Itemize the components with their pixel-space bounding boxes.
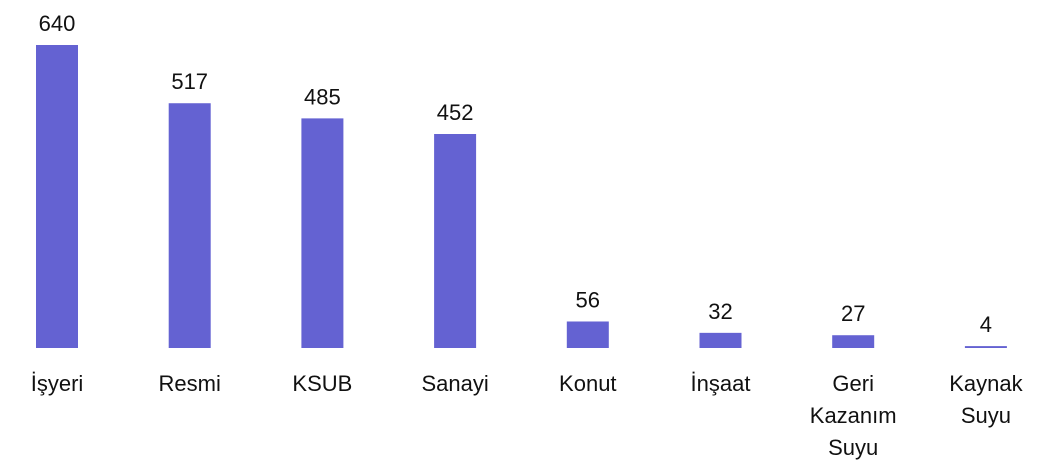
bar bbox=[434, 134, 477, 348]
value-label: 452 bbox=[437, 100, 474, 125]
category-label: Konut bbox=[559, 371, 617, 396]
category-label: İşyeri bbox=[30, 371, 84, 396]
bar bbox=[168, 103, 211, 348]
value-label: 517 bbox=[171, 69, 208, 94]
bar bbox=[699, 332, 742, 348]
category-label: KSUB bbox=[292, 371, 353, 396]
category-label: Sanayi bbox=[421, 371, 489, 396]
bar bbox=[566, 321, 609, 348]
bar bbox=[832, 335, 875, 348]
bar bbox=[301, 118, 344, 348]
category-label: Resmi bbox=[158, 371, 221, 396]
value-label: 32 bbox=[708, 299, 732, 324]
category-label: İnşaat bbox=[690, 371, 751, 396]
bar bbox=[36, 45, 78, 348]
category-label: Geri Kazanım Suyu bbox=[809, 371, 897, 460]
value-label: 27 bbox=[841, 301, 865, 326]
value-label: 4 bbox=[980, 312, 992, 337]
value-label: 56 bbox=[576, 287, 600, 312]
value-label: 485 bbox=[304, 84, 341, 109]
bar bbox=[964, 346, 1007, 348]
value-label: 640 bbox=[39, 11, 76, 36]
category-label: Kaynak Suyu bbox=[949, 371, 1023, 428]
